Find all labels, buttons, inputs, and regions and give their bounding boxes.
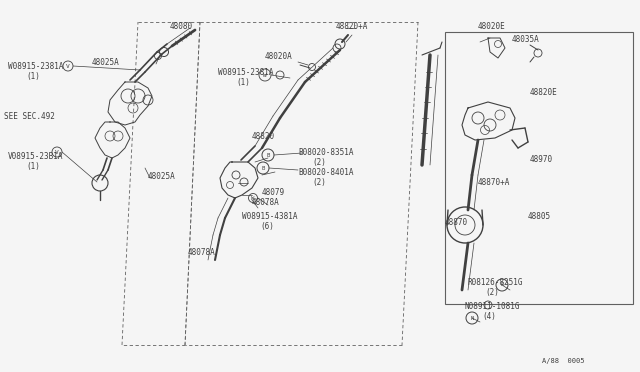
Text: V: V [66,64,70,68]
Text: 48805: 48805 [528,212,551,221]
Text: 48870: 48870 [445,218,468,227]
Text: 48025A: 48025A [92,58,120,67]
Text: 48020E: 48020E [478,22,506,31]
Text: W08915-4381A: W08915-4381A [242,212,298,221]
Text: 48970: 48970 [530,155,553,164]
Text: V: V [55,150,59,154]
Bar [445,32,633,304]
Text: (6): (6) [260,222,274,231]
Text: R08126-8251G: R08126-8251G [468,278,524,287]
Text: N: N [470,315,474,321]
Text: V08915-23B1A: V08915-23B1A [8,152,63,161]
Text: 48025A: 48025A [148,172,176,181]
Text: W: W [263,73,267,77]
Text: B08020-8401A: B08020-8401A [298,168,353,177]
Text: 48080: 48080 [170,22,193,31]
Text: W: W [252,196,255,201]
Text: (4): (4) [482,312,496,321]
Text: W08915-2381A: W08915-2381A [218,68,273,77]
Text: 48020A: 48020A [265,52,292,61]
Text: 48079: 48079 [262,188,285,197]
Text: (2): (2) [312,178,326,187]
Text: SEE SEC.492: SEE SEC.492 [4,112,55,121]
Text: (1): (1) [26,72,40,81]
Text: (2): (2) [485,288,499,297]
Text: W08915-2381A: W08915-2381A [8,62,63,71]
Text: 48820E: 48820E [530,88,557,97]
Text: R: R [500,282,504,288]
Text: (1): (1) [236,78,250,87]
Text: 48870+A: 48870+A [478,178,510,187]
Text: 48820: 48820 [252,132,275,141]
Text: B08020-8351A: B08020-8351A [298,148,353,157]
Text: N08911-1081G: N08911-1081G [465,302,520,311]
Text: B: B [261,166,264,170]
Text: 48078A: 48078A [188,248,216,257]
Text: A/88  0005: A/88 0005 [542,358,584,364]
Text: 48035A: 48035A [512,35,540,44]
Text: 48078A: 48078A [252,198,280,207]
Text: 48820+A: 48820+A [336,22,369,31]
Text: (2): (2) [312,158,326,167]
Text: B: B [266,153,269,157]
Text: (1): (1) [26,162,40,171]
